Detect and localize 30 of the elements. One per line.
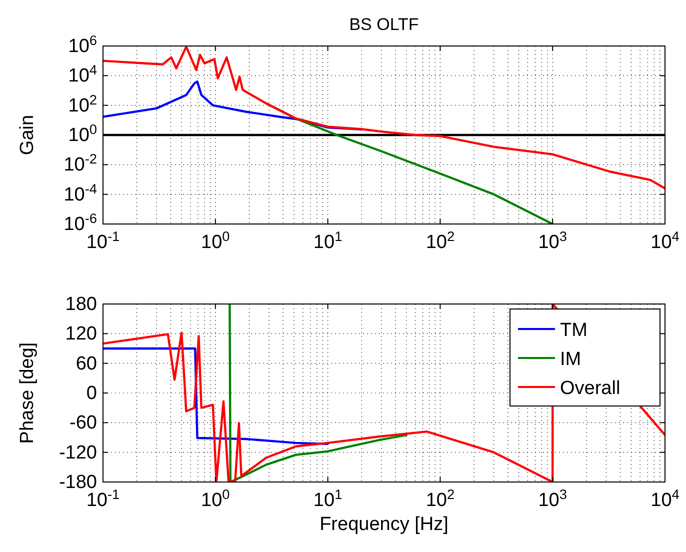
y-tick-label: 10$^{4}$ — [68, 62, 98, 87]
chart-title: BS OLTF — [349, 15, 419, 34]
y-tick-label: 10$^{-4}$ — [64, 180, 98, 206]
x-tick-label: 10$^{1}$ — [313, 228, 342, 253]
y-tick-label: 180 — [65, 294, 97, 315]
x-tick-label: 10$^{2}$ — [426, 486, 455, 511]
x-tick-label: 10$^{3}$ — [538, 486, 567, 511]
y-tick-label: 10$^{-2}$ — [64, 151, 97, 176]
y-tick-label: 0 — [86, 383, 97, 404]
x-tick-label: 10$^{2}$ — [426, 228, 455, 253]
y-tick-label: 10$^{6}$ — [68, 32, 97, 57]
y-tick-label: 10$^{0}$ — [68, 122, 98, 146]
legend-label: Overall — [560, 378, 620, 399]
x-tick-label: 10$^{0}$ — [201, 228, 230, 253]
y-tick-label: -120 — [58, 442, 97, 464]
x-tick-label: 10$^{1}$ — [313, 486, 342, 511]
y-tick-label: -180 — [58, 472, 97, 493]
y-axis-title: Phase [deg] — [17, 342, 38, 444]
y-axis-title: Gain — [17, 114, 38, 156]
x-tick-label: 10$^{4}$ — [650, 486, 680, 511]
y-tick-label: 10$^{2}$ — [68, 92, 97, 116]
y-tick-label: 120 — [65, 324, 97, 345]
legend-label: IM — [560, 349, 582, 370]
x-axis-title: Frequency [Hz] — [320, 514, 448, 535]
x-tick-label: 10$^{0}$ — [201, 486, 230, 511]
x-tick-label: 10$^{4}$ — [650, 228, 680, 253]
x-tick-label: 10$^{3}$ — [538, 228, 567, 253]
legend-label: TM — [560, 320, 588, 341]
y-tick-label: 60 — [76, 353, 97, 374]
y-tick-label: -60 — [70, 412, 97, 434]
